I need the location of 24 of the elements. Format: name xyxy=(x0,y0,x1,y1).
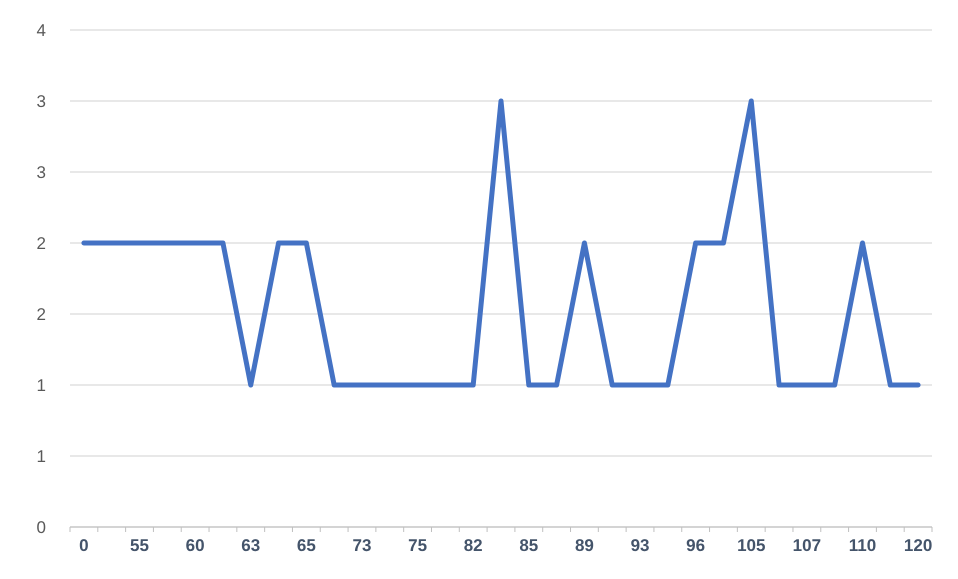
y-tick-label: 1 xyxy=(36,376,46,395)
x-tick-label: 82 xyxy=(464,536,483,555)
x-tick-label: 120 xyxy=(904,536,932,555)
y-tick-label: 0 xyxy=(36,518,46,537)
x-tick-label: 93 xyxy=(630,536,650,555)
x-tick-label: 63 xyxy=(241,536,260,555)
x-tick-label: 110 xyxy=(848,536,876,555)
y-tick-label: 2 xyxy=(36,234,46,253)
y-tick-label: 3 xyxy=(36,92,46,111)
y-tick-label: 3 xyxy=(36,162,46,182)
x-tick-label: 55 xyxy=(130,536,149,555)
x-tick-label: 105 xyxy=(737,536,766,555)
y-tick-label: 2 xyxy=(36,304,46,324)
x-tick-label: 85 xyxy=(519,536,538,555)
y-tick-label: 4 xyxy=(36,20,46,40)
x-tick-label: 0 xyxy=(79,536,89,555)
x-tick-label: 96 xyxy=(686,536,706,555)
y-tick-label: 1 xyxy=(36,446,46,466)
x-tick-label: 107 xyxy=(792,536,822,555)
x-tick-label: 75 xyxy=(408,536,428,555)
x-tick-label: 89 xyxy=(574,536,594,555)
x-tick-label: 60 xyxy=(186,536,205,555)
x-tick-label: 73 xyxy=(352,536,372,555)
x-tick-label: 65 xyxy=(296,536,316,555)
